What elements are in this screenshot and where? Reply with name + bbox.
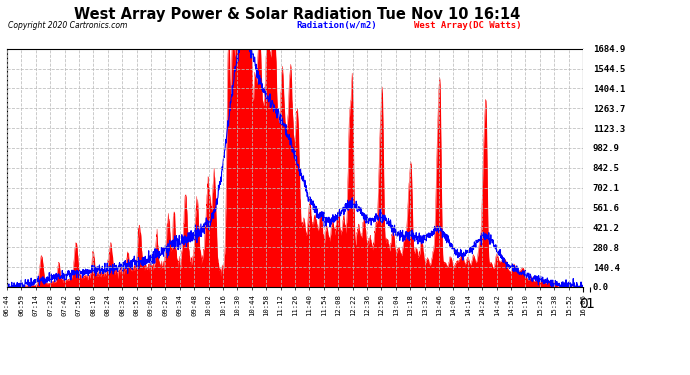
Text: West Array(DC Watts): West Array(DC Watts) xyxy=(414,21,522,30)
Text: Radiation(w/m2): Radiation(w/m2) xyxy=(297,21,377,30)
Text: West Array Power & Solar Radiation Tue Nov 10 16:14: West Array Power & Solar Radiation Tue N… xyxy=(74,8,520,22)
Text: Copyright 2020 Cartronics.com: Copyright 2020 Cartronics.com xyxy=(8,21,128,30)
